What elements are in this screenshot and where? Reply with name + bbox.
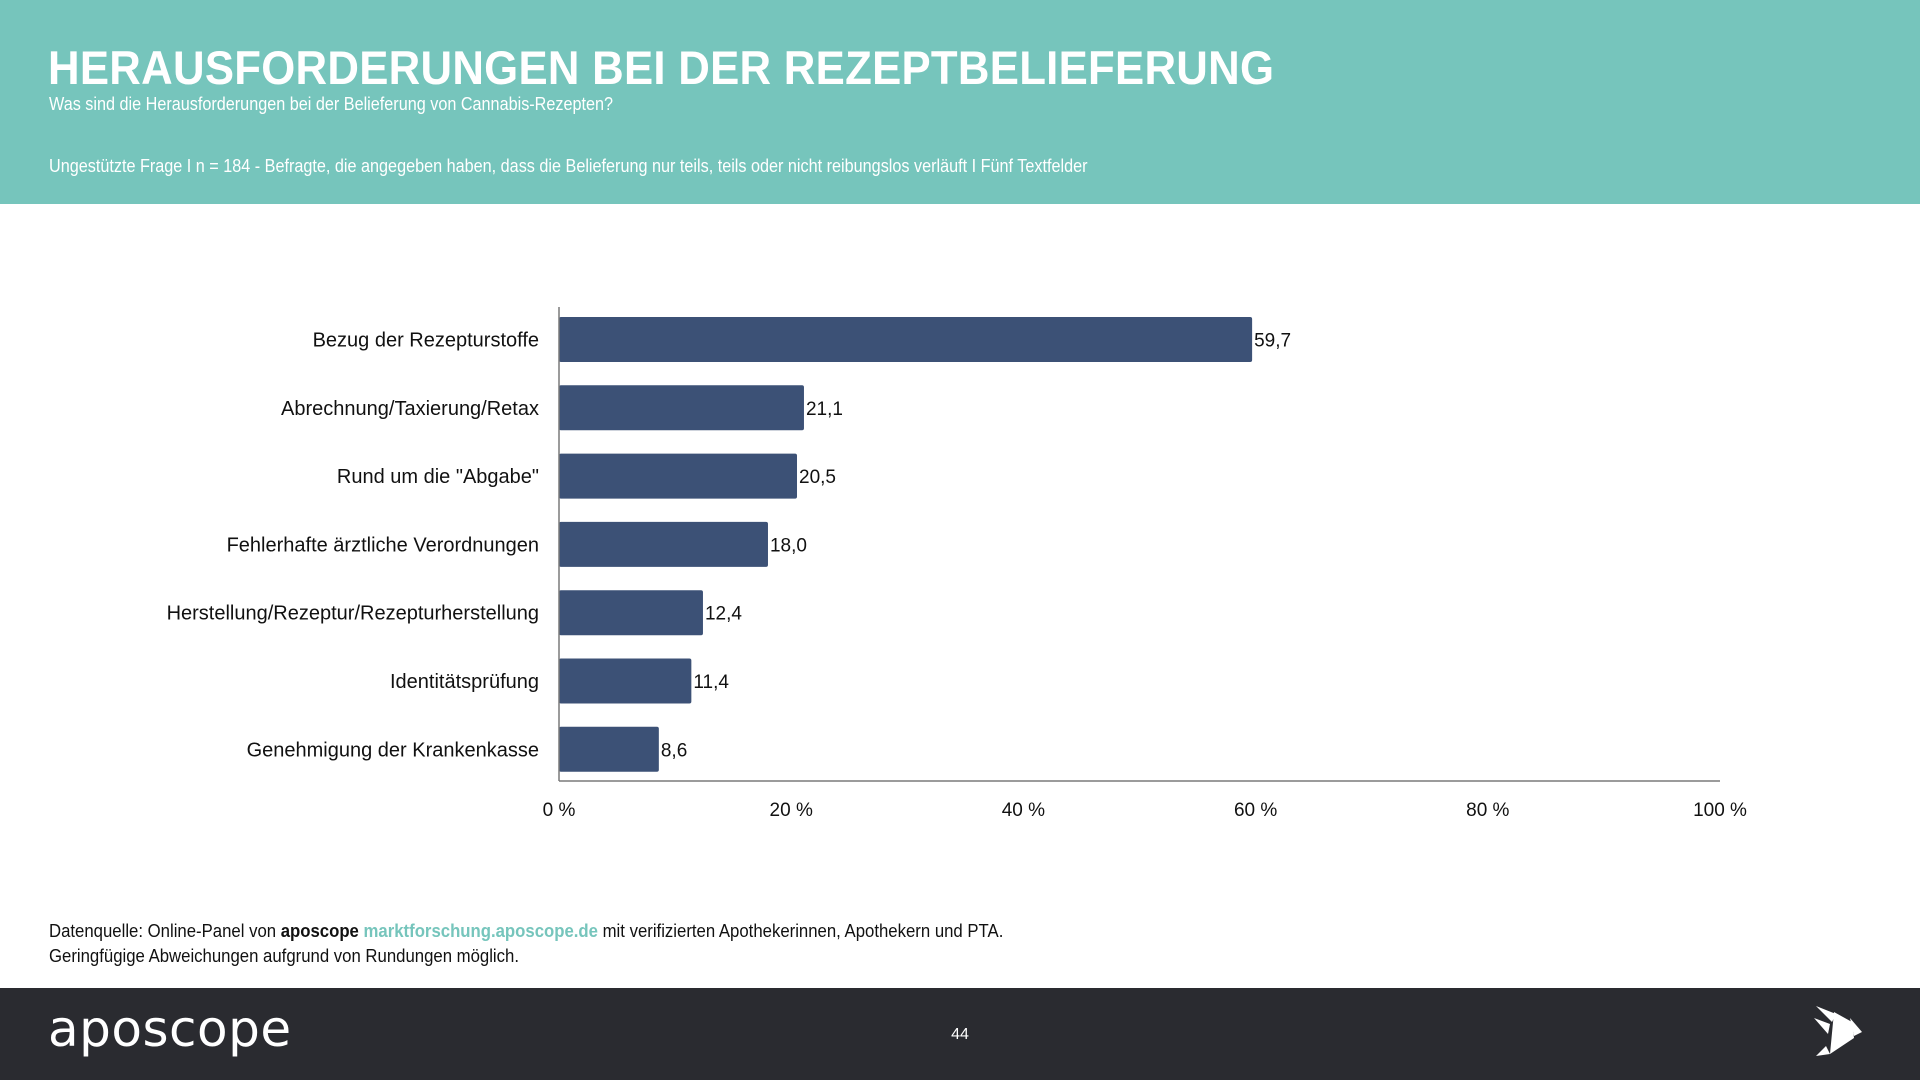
value-label: 8,6 xyxy=(661,740,687,761)
source-suffix: mit verifizierten Apothekerinnen, Apothe… xyxy=(597,921,1004,941)
x-tick-label: 100 % xyxy=(1693,800,1747,821)
header-banner: HERAUSFORDERUNGEN BEI DER REZEPTBELIEFER… xyxy=(0,0,1920,204)
rounding-note: Geringfügige Abweichungen aufgrund von R… xyxy=(49,946,519,966)
question-info: Ungestützte Frage I n = 184 - Befragte, … xyxy=(49,156,1088,176)
bar xyxy=(559,590,703,636)
source-prefix: Datenquelle: Online-Panel von xyxy=(49,921,281,941)
x-tick-labels: 0 % 20 % 40 % 60 % 80 % 100 % xyxy=(543,800,1747,821)
data-source-line-1: Datenquelle: Online-Panel von aposcope m… xyxy=(49,919,1003,944)
category-label: Bezug der Rezepturstoffe xyxy=(313,330,539,352)
x-tick-label: 0 % xyxy=(543,800,576,821)
value-label: 11,4 xyxy=(693,672,729,693)
data-source-note: Datenquelle: Online-Panel von aposcope m… xyxy=(49,919,1003,969)
bar xyxy=(559,726,659,772)
source-link[interactable]: marktforschung.aposcope.de xyxy=(363,921,598,941)
x-tick-label: 60 % xyxy=(1234,800,1277,821)
page-title: HERAUSFORDERUNGEN BEI DER REZEPTBELIEFER… xyxy=(48,41,1275,94)
x-tick-label: 80 % xyxy=(1466,800,1509,821)
value-label: 21,1 xyxy=(806,399,843,420)
value-label: 18,0 xyxy=(770,535,807,556)
page-number: 44 xyxy=(951,1026,969,1043)
x-tick-label: 20 % xyxy=(770,800,813,821)
source-brand: aposcope xyxy=(280,921,359,941)
category-label: Abrechnung/Taxierung/Retax xyxy=(281,398,539,420)
bar xyxy=(559,317,1253,362)
category-label: Herstellung/Rezeptur/Rezepturherstellung xyxy=(167,603,539,625)
footer-bar: aposcope 44 xyxy=(0,988,1920,1080)
value-label: 12,4 xyxy=(705,604,742,625)
x-tick-label: 40 % xyxy=(1002,800,1045,821)
value-label: 20,5 xyxy=(799,467,836,488)
bar xyxy=(559,385,804,431)
bar xyxy=(559,453,798,499)
category-label: Fehlerhafte ärztliche Verordnungen xyxy=(227,534,539,556)
category-label: Rund um die "Abgabe" xyxy=(337,466,539,488)
bars-layer: Bezug der Rezepturstoffe 59,7 Abrechnung/T… xyxy=(167,317,1291,772)
origami-bird-icon xyxy=(1814,1006,1862,1056)
bar xyxy=(559,521,768,567)
category-label: Genehmigung der Krankenkasse xyxy=(247,739,539,761)
page-subtitle: Was sind die Herausforderungen bei der B… xyxy=(49,94,614,114)
bar xyxy=(559,658,692,704)
value-label: 59,7 xyxy=(1254,331,1291,352)
aposcope-logo: aposcope xyxy=(48,1000,292,1058)
category-label: Identitätsprüfung xyxy=(390,671,539,693)
